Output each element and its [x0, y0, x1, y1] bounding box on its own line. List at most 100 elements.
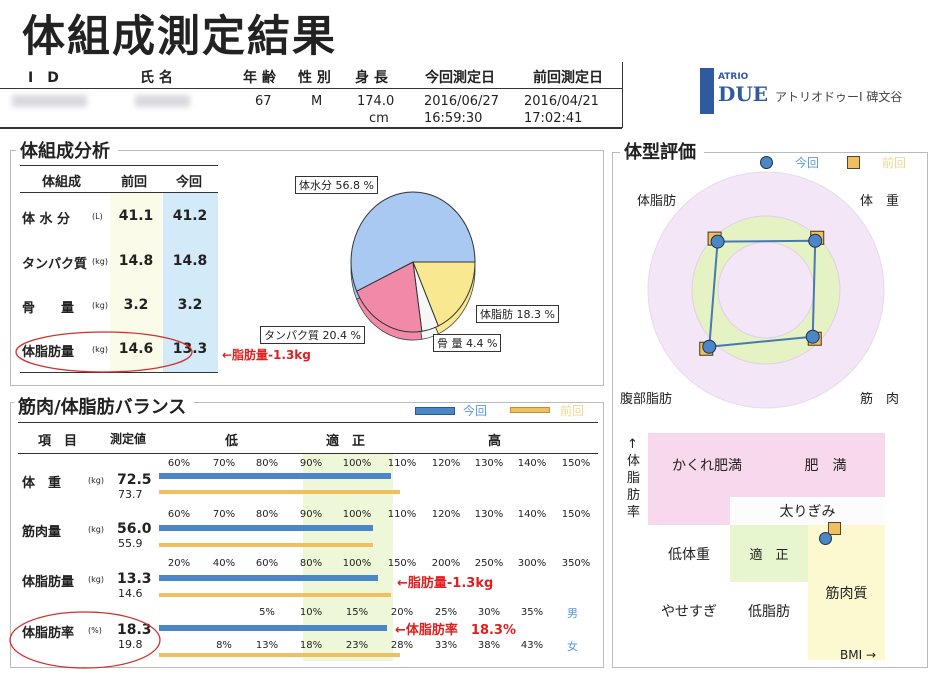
legend-now-swatch — [415, 407, 455, 415]
prev-value: 41.1 — [118, 208, 154, 224]
fat-change-annotation: ←脂肪量-1.3kg — [397, 576, 494, 591]
highlight-ellipse — [9, 611, 161, 669]
matrix-normal: 適 正 — [730, 525, 808, 582]
prev-value: 14.8 — [118, 253, 154, 269]
tick-label: 18% — [299, 640, 323, 651]
tick-label: 80% — [255, 509, 279, 520]
composition-panel — [10, 150, 604, 386]
current-time: 16:59:30 — [424, 111, 483, 126]
balance-panel — [10, 402, 604, 668]
id-label: I D — [28, 70, 59, 86]
current-value: 13.3 — [117, 571, 152, 587]
tick-label: 350% — [561, 558, 591, 569]
tick-label: 150% — [561, 509, 591, 520]
current-value: 18.3 — [117, 622, 152, 638]
row-unit: (kg) — [92, 301, 108, 310]
legend-now-icon — [760, 156, 773, 169]
prev-value: 55.9 — [118, 537, 143, 550]
current-value: 56.0 — [117, 521, 152, 537]
radar-point-current — [805, 329, 820, 344]
tick-label: 110% — [387, 509, 417, 520]
pie-slice-タンパク質 — [356, 261, 423, 333]
matrix-y-label: ↑体脂肪率 — [627, 437, 641, 520]
tick-label: 100% — [342, 458, 372, 469]
row-label: 体 水 分 — [22, 212, 71, 227]
tick-label: 40% — [212, 558, 236, 569]
header-value: 測定値 — [110, 432, 147, 446]
matrix-muscular: 筋肉質 — [808, 525, 885, 660]
row-label: 体脂肪率 — [22, 626, 75, 641]
pie-label-protein: タンパク質 20.4 % — [260, 326, 365, 344]
row-unit: (%) — [88, 626, 102, 635]
male-label: 男 — [567, 607, 578, 620]
tick-label: 33% — [434, 640, 458, 651]
composition-title: 体組成分析 — [16, 137, 118, 163]
row-unit: (kg) — [92, 257, 108, 266]
radar-axis-label: 体脂肪 — [637, 194, 677, 209]
tick-label: 8% — [216, 640, 232, 651]
bar-previous — [159, 543, 373, 547]
female-label: 女 — [567, 640, 578, 653]
bar-current — [159, 473, 391, 479]
logo: ATRIO DUE アトリオドゥーⅠ 碑文谷 — [700, 68, 920, 116]
balance-title: 筋肉/体脂肪バランス — [14, 393, 195, 419]
row-unit: (kg) — [88, 575, 104, 584]
pie-slice-体脂肪 — [412, 261, 476, 327]
previous-date: 2016/04/21 — [524, 94, 599, 109]
tick-label: 38% — [477, 640, 501, 651]
previous-time: 17:02:41 — [524, 111, 583, 126]
tick-label: 25% — [434, 607, 458, 618]
row-unit: (kg) — [88, 476, 104, 485]
legend-now-label: 今回 — [463, 404, 488, 418]
row-unit: (kg) — [92, 345, 108, 354]
radar-point-current — [808, 233, 823, 248]
fat-rate-annotation: ←体脂肪率 18.3% — [395, 623, 516, 638]
row-label: 骨 量 — [22, 301, 75, 316]
matrix-low-fat: 低脂肪 — [748, 604, 790, 620]
bar-current — [159, 575, 378, 581]
row-label: 体 重 — [22, 476, 62, 491]
tick-label: 10% — [299, 607, 323, 618]
tick-label: 130% — [474, 509, 504, 520]
row-label: タンパク質 — [22, 257, 88, 272]
tick-label: 200% — [431, 558, 461, 569]
divider — [0, 88, 622, 89]
radar-point-current — [710, 234, 725, 249]
matrix-prev-marker — [828, 522, 841, 535]
current-value: 72.5 — [117, 472, 152, 488]
age-label: 年 齢 — [243, 70, 276, 86]
bar-previous — [159, 593, 392, 597]
sex-label: 性 別 — [298, 70, 331, 86]
tick-label: 100% — [342, 558, 372, 569]
bar-previous — [159, 653, 401, 657]
tick-label: 13% — [255, 640, 279, 651]
tick-label: 30% — [477, 607, 501, 618]
col-header: 体組成 — [42, 175, 82, 190]
tick-label: 70% — [212, 509, 236, 520]
pie-slice-体水分 — [350, 191, 476, 292]
pie-label-water: 体水分 56.8 % — [295, 176, 378, 194]
radar-axis-label: 筋 肉 — [860, 392, 900, 407]
col-header: 前回 — [121, 175, 148, 190]
prev-value: 73.7 — [118, 488, 143, 501]
bar-previous — [159, 490, 400, 494]
divider — [0, 127, 622, 129]
divider — [622, 62, 623, 128]
pie-label-fat: 体脂肪 18.3 % — [476, 305, 559, 323]
legend-prev-swatch — [510, 407, 550, 413]
radar-chart — [647, 171, 885, 409]
bar-current — [159, 525, 373, 531]
height-label: 身 長 — [355, 70, 388, 86]
matrix-now-marker — [819, 532, 832, 545]
tick-label: 140% — [517, 509, 547, 520]
row-label: 体脂肪量 — [22, 575, 75, 590]
tick-label: 80% — [255, 458, 279, 469]
current-value: 3.2 — [177, 297, 203, 313]
prev-value: 3.2 — [123, 297, 149, 313]
tick-label: 80% — [299, 558, 323, 569]
height-value: 174.0 — [357, 94, 395, 109]
legend-prev-label: 前回 — [882, 156, 907, 170]
legend-now-label: 今回 — [795, 156, 820, 170]
header-item: 項 目 — [38, 434, 78, 449]
tick-label: 70% — [212, 458, 236, 469]
